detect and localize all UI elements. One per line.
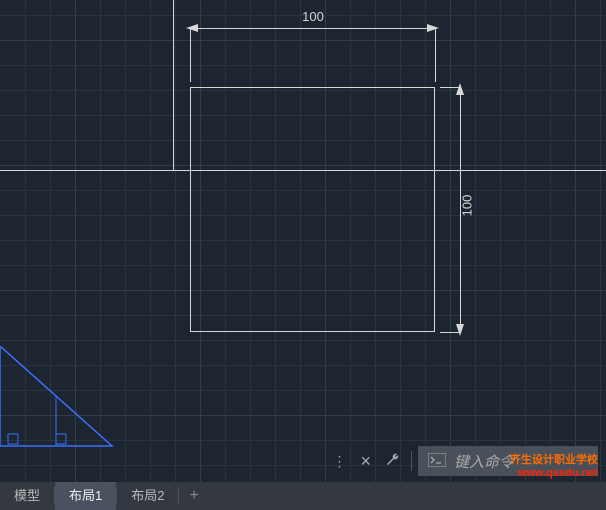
watermark: 齐生设计职业学校 www.qsedu.net <box>510 454 598 480</box>
drawing-canvas[interactable]: 100 100 <box>0 0 606 510</box>
prompt-icon <box>428 453 446 470</box>
dim-line-horizontal <box>190 28 435 29</box>
drawn-rectangle[interactable] <box>190 87 435 332</box>
close-icon[interactable]: × <box>356 449 375 474</box>
watermark-text1: 齐生设计职业学校 <box>510 454 598 467</box>
dim-extension-line <box>190 28 191 82</box>
dim-extension-line <box>435 28 436 82</box>
tab-layout2[interactable]: 布局2 <box>117 482 178 510</box>
wrench-icon[interactable] <box>381 450 405 473</box>
triangle-shape[interactable] <box>0 346 115 449</box>
customize-icon[interactable]: ⋮ <box>328 451 350 472</box>
crosshair-vertical <box>173 0 174 170</box>
watermark-text2: www.qsedu.net <box>510 467 598 480</box>
tab-model[interactable]: 模型 <box>0 482 54 510</box>
dim-text-top[interactable]: 100 <box>298 9 328 24</box>
dim-text-right[interactable]: 100 <box>460 191 475 221</box>
add-layout-button[interactable]: + <box>179 487 208 505</box>
command-placeholder: 键入命令 <box>454 451 514 472</box>
layout-tab-bar: 模型 布局1 布局2 + <box>0 482 606 510</box>
tab-layout1[interactable]: 布局1 <box>55 482 116 510</box>
